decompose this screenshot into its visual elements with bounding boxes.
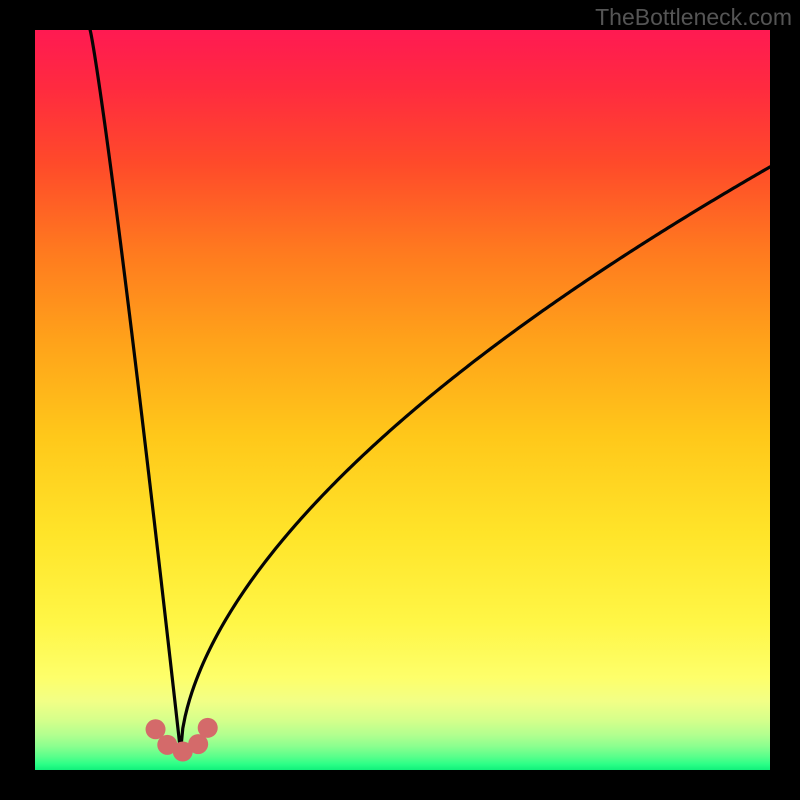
gradient-background [35,30,770,770]
plot-area [35,30,770,770]
plot-svg [35,30,770,770]
valley-marker [198,718,218,738]
watermark-text: TheBottleneck.com [595,4,792,31]
stage: TheBottleneck.com [0,0,800,800]
